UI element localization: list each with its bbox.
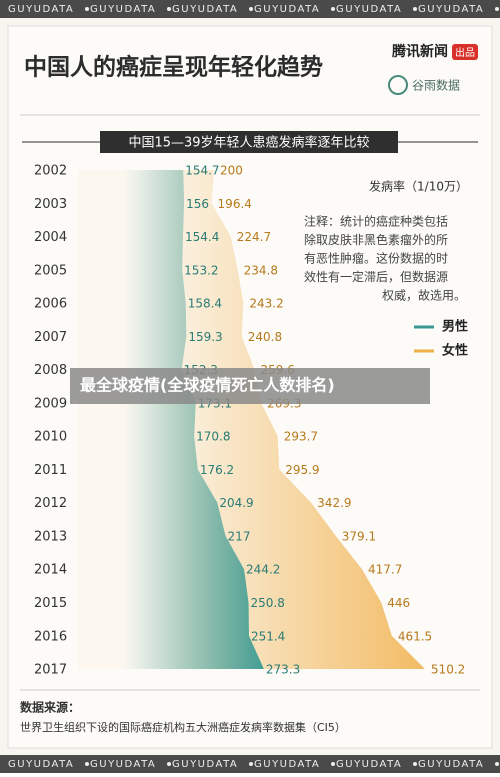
y-tick-label: 2006 [34, 297, 67, 312]
strip-dot [495, 762, 499, 766]
data-label: 244.2 [246, 563, 280, 577]
data-label: 154.4 [185, 230, 219, 244]
y-tick-label: 2015 [34, 596, 67, 611]
data-label: 196.4 [218, 197, 252, 211]
title: 中国人的癌症呈现年轻化趋势 [24, 54, 323, 81]
data-label: 342.9 [317, 496, 351, 510]
overlay-bg [70, 368, 430, 404]
strip-dot [167, 762, 171, 766]
y-tick-label: 2016 [34, 629, 67, 644]
data-label: 154.7 [185, 164, 219, 178]
data-label: 293.7 [284, 430, 318, 444]
strip-dot [85, 7, 89, 11]
partner-logo [388, 75, 408, 95]
brand-strip: GUYUDATA [336, 759, 402, 770]
data-label: 295.9 [285, 463, 319, 477]
data-label: 461.5 [398, 629, 432, 643]
unit-label: 发病率（1/10万） [369, 179, 468, 194]
note-line: 权威，故选用。 [382, 288, 466, 303]
y-tick-label: 2004 [34, 230, 67, 245]
brand-strip: GUYUDATA [418, 759, 484, 770]
data-label: 176.2 [200, 463, 234, 477]
strip-dot [331, 762, 335, 766]
brand-strip: GUYUDATA [90, 759, 156, 770]
chart-title: 中国15—39岁年轻人患癌发病率逐年比较 [128, 135, 369, 151]
data-label: 417.7 [368, 563, 402, 577]
data-label: 243.2 [249, 297, 283, 311]
y-tick-label: 2008 [34, 363, 67, 378]
overlay-caption: 最全球疫情(全球疫情死亡人数排名) [80, 376, 335, 395]
note-line: 效性有一定滞后，但数据源 [304, 269, 448, 284]
data-label: 156 [186, 197, 209, 211]
y-tick-label: 2009 [34, 396, 67, 411]
strip-dot [413, 7, 417, 11]
data-label: 379.1 [342, 529, 376, 543]
data-label: 204.9 [219, 496, 253, 510]
brand-strip: GUYUDATA [172, 759, 238, 770]
legend-label: 女性 [442, 343, 468, 359]
brand-strip: GUYUDATA [8, 759, 74, 770]
data-label: 251.4 [251, 629, 285, 643]
strip-dot [167, 7, 171, 11]
data-label: 510.2 [431, 663, 465, 677]
data-label: 159.3 [188, 330, 222, 344]
partner: 谷雨数据 [412, 78, 460, 93]
data-label: 170.8 [196, 430, 230, 444]
brand-strip: GUYUDATA [418, 4, 484, 15]
strip-dot [249, 762, 253, 766]
publisher: 腾讯新闻 [392, 43, 448, 60]
y-tick-label: 2011 [34, 463, 67, 478]
data-label: 250.8 [251, 596, 285, 610]
badge-bg [452, 44, 478, 60]
brand-strip: GUYUDATA [336, 4, 402, 15]
data-label: 200 [220, 164, 243, 178]
y-tick-label: 2012 [34, 496, 67, 511]
note-line: 注释：统计的癌症种类包括 [304, 214, 448, 229]
subtitle-bg [100, 131, 398, 153]
y-tick-label: 2017 [34, 663, 67, 678]
y-tick-label: 2002 [34, 164, 67, 179]
y-tick-label: 2003 [34, 197, 67, 212]
data-label: 224.7 [237, 230, 271, 244]
note-line: 除取皮肤非黑色素瘤外的所 [304, 232, 448, 247]
note-line: 有恶性肿瘤。这份数据的时 [304, 251, 448, 266]
strip-dot [413, 762, 417, 766]
publisher-badge: 出品 [455, 46, 475, 59]
y-tick-label: 2005 [34, 263, 67, 278]
strip-dot [495, 7, 499, 11]
brand-strip: GUYUDATA [90, 4, 156, 15]
strip-dot [85, 762, 89, 766]
data-label: 240.8 [248, 330, 282, 344]
y-tick-label: 2014 [34, 563, 67, 578]
chart: 2002 2003 2004 2005 2006 2007 2008 2009 2010 2011… [34, 164, 465, 678]
data-label: 153.2 [184, 263, 218, 277]
data-label: 158.4 [188, 297, 222, 311]
data-label: 217 [228, 529, 251, 543]
brand-strip: GUYUDATA [254, 4, 320, 15]
data-label: 273.3 [266, 663, 300, 677]
strip-dot [249, 7, 253, 11]
brand-strip: GUYUDATA [254, 759, 320, 770]
brand-strip: GUYUDATA [8, 4, 74, 15]
source-text: 世界卫生组织下设的国际癌症机构五大洲癌症发病率数据集（CI5） [20, 720, 346, 734]
y-tick-label: 2010 [34, 430, 67, 445]
y-tick-label: 2007 [34, 330, 67, 345]
legend-label: 男性 [442, 319, 468, 335]
male-area [78, 170, 264, 670]
y-tick-label: 2013 [34, 529, 67, 544]
source-title: 数据来源： [20, 700, 80, 715]
brand-strip: GUYUDATA [172, 4, 238, 15]
data-label: 234.8 [244, 263, 278, 277]
strip-dot [331, 7, 335, 11]
data-label: 446 [387, 596, 410, 610]
